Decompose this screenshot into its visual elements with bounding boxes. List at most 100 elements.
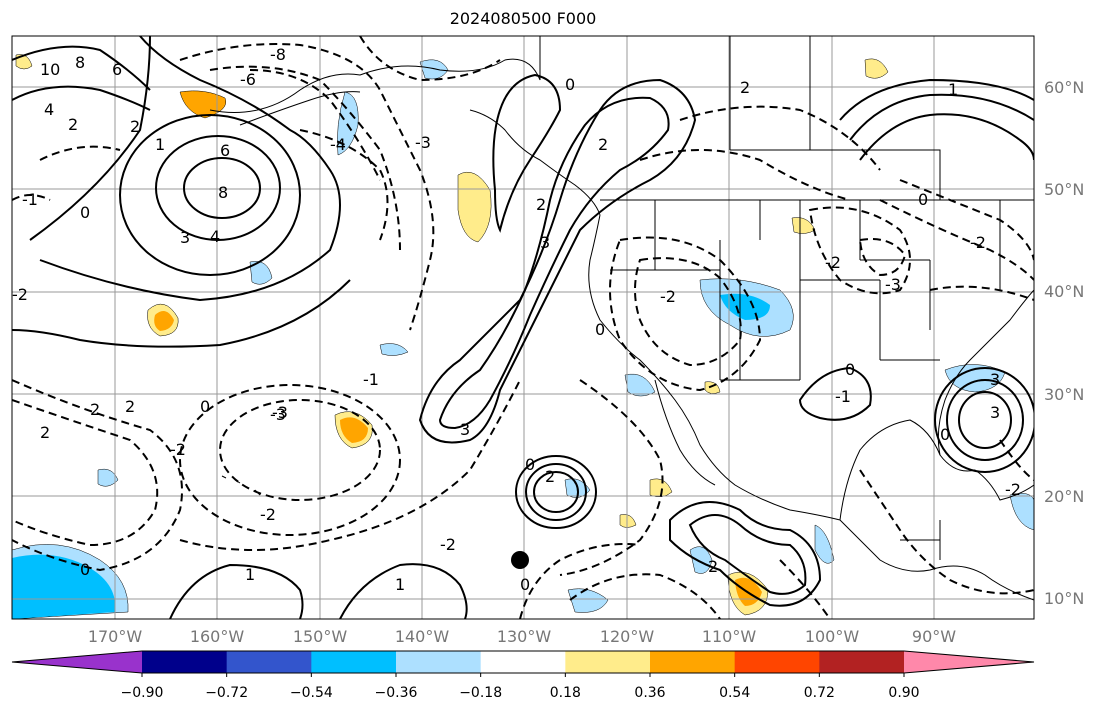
contour-label: -3	[415, 133, 431, 152]
colorbar-tick-label: −0.18	[459, 685, 502, 701]
contour-label: -2	[12, 285, 28, 304]
colorbar-tick-label: 0.36	[634, 685, 665, 701]
contour-label: -2	[440, 535, 456, 554]
contour-label: -2	[970, 233, 986, 252]
contour-label: 2	[545, 467, 555, 486]
contour-label: 0	[80, 203, 90, 222]
contour-label: 2	[125, 397, 135, 416]
contour-label: 0	[595, 320, 605, 339]
contour-label: 0	[80, 560, 90, 579]
contour-label: 0	[565, 75, 575, 94]
colorbar-extend-min	[12, 651, 142, 673]
colorbar-tick-label: 0.72	[804, 685, 835, 701]
contour-label: 3	[180, 228, 190, 247]
contour-label: 0	[918, 190, 928, 209]
colorbar-segment	[480, 651, 566, 673]
contour-label: 4	[44, 100, 54, 119]
contour-label: -6	[240, 70, 256, 89]
lon-label: 120°W	[600, 627, 655, 646]
contour-label: 3	[460, 420, 470, 439]
contour-label: 0	[940, 425, 950, 444]
location-dot	[511, 551, 529, 569]
lon-label: 100°W	[805, 627, 860, 646]
contour-label: -2	[660, 287, 676, 306]
contour-label: -3	[272, 403, 288, 422]
lat-label: 20°N	[1044, 487, 1084, 506]
contour-label: 6	[220, 141, 230, 160]
positive-contours	[12, 36, 1034, 619]
lon-label: 140°W	[395, 627, 450, 646]
contour-label: -2	[825, 253, 841, 272]
lat-label: 30°N	[1044, 385, 1084, 404]
contour-label: -2	[260, 505, 276, 524]
contour-label: 1	[245, 565, 255, 584]
colorbar-tick-label: 0.90	[888, 685, 919, 701]
contour-label: 3	[990, 370, 1000, 389]
negative-contours	[12, 36, 1034, 619]
contour-label: 0	[525, 455, 535, 474]
coastlines	[209, 36, 1034, 601]
contour-label: 2	[708, 557, 718, 576]
contour-label: -3	[270, 405, 286, 424]
colorbar-tick-label: −0.54	[290, 685, 333, 701]
contour-label: -1	[363, 370, 379, 389]
map-area: 10 8 6 4 2 8 6 4 3 2 1 0 -1 -2 -3 -8 -6 …	[12, 36, 1034, 619]
lat-label: 60°N	[1044, 78, 1084, 97]
contour-label: 3	[540, 233, 550, 252]
colorbar-segment	[396, 651, 482, 673]
longitude-labels: 170°W 160°W 150°W 140°W 130°W 120°W 110°…	[88, 627, 956, 646]
contour-label: 10	[40, 60, 60, 79]
contour-label: 3	[990, 403, 1000, 422]
contour-label: 2	[740, 78, 750, 97]
contour-label: 6	[112, 60, 122, 79]
contour-label: 1	[395, 575, 405, 594]
lat-label: 50°N	[1044, 180, 1084, 199]
contour-label: 2	[598, 135, 608, 154]
map-title: 2024080500 F000	[449, 9, 597, 28]
contour-label: -1	[22, 190, 38, 209]
colorbar-tick-label: 0.18	[550, 685, 581, 701]
lon-label: 90°W	[912, 627, 956, 646]
lon-label: 160°W	[190, 627, 245, 646]
lon-label: 150°W	[293, 627, 348, 646]
lat-label: 40°N	[1044, 282, 1084, 301]
contour-label: 8	[75, 53, 85, 72]
lat-label: 10°N	[1044, 589, 1084, 608]
contour-label: 0	[845, 360, 855, 379]
colorbar	[11, 650, 1035, 674]
contour-label: 4	[210, 227, 220, 246]
colorbar-tick-label: 0.54	[719, 685, 750, 701]
contour-label: 2	[90, 400, 100, 419]
contour-label: 8	[218, 183, 228, 202]
latitude-labels: 60°N 50°N 40°N 30°N 20°N 10°N	[1044, 78, 1084, 608]
contour-label: 2	[40, 423, 50, 442]
colorbar-extend-max	[904, 651, 1034, 673]
colorbar-tick-label: −0.72	[205, 685, 248, 701]
contour-label: -4	[330, 135, 346, 154]
contour-label: -3	[885, 275, 901, 294]
contour-label: 2	[130, 117, 140, 136]
colorbar-labels: −0.90 −0.72 −0.54 −0.36 −0.18 0.18 0.36 0.54 0.7…	[121, 673, 920, 701]
contour-label-layer: 10 8 6 4 2 8 6 4 3 2 1 0 -1 -2 -3 -8 -6 …	[12, 45, 1021, 594]
contour-label: 2	[68, 115, 78, 134]
lon-label: 110°W	[702, 627, 757, 646]
contour-label: 0	[200, 397, 210, 416]
colorbar-segment	[142, 651, 228, 673]
colorbar-segment	[650, 651, 736, 673]
contour-label: 0	[520, 575, 530, 594]
contour-label: -2	[1005, 480, 1021, 499]
contour-label: 2	[536, 195, 546, 214]
colorbar-segment	[819, 651, 905, 673]
contour-label: -1	[835, 387, 851, 406]
contour-label: -8	[270, 45, 286, 64]
contour-label: 1	[155, 135, 165, 154]
lon-label: 170°W	[88, 627, 143, 646]
colorbar-tick-label: −0.36	[375, 685, 418, 701]
map-frame	[11, 35, 1035, 620]
colorbar-segment	[565, 651, 651, 673]
contour-label: -2	[170, 440, 186, 459]
contour-label: 1	[948, 80, 958, 99]
colorbar-segment	[226, 651, 312, 673]
colorbar-segment	[311, 651, 397, 673]
lon-label: 130°W	[497, 627, 552, 646]
